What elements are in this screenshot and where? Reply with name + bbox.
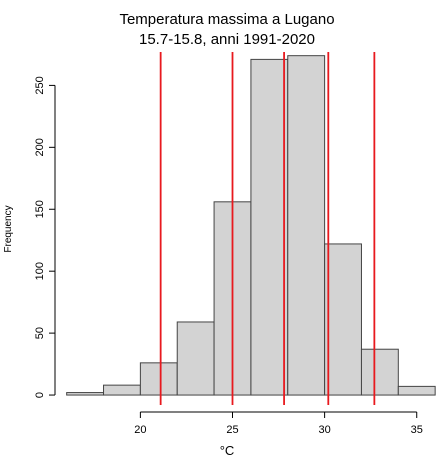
histogram-bar-1 [103, 384, 141, 396]
y-tick-label-2: 100 [34, 262, 46, 280]
y-tick-label-5: 250 [34, 76, 46, 94]
histogram-bar-5 [250, 58, 289, 396]
histogram-bar-0 [66, 392, 105, 396]
y-tick-label-4: 200 [34, 138, 46, 156]
histogram-bar-9 [397, 385, 436, 396]
histogram-bars [66, 55, 436, 396]
y-tick-label-1: 50 [34, 327, 46, 339]
histogram-bar-3 [176, 321, 215, 396]
chart-title-line-1: Temperatura massima a Lugano [119, 11, 334, 28]
histogram-bar-6 [287, 55, 326, 396]
y-tick-label-3: 150 [34, 200, 46, 218]
y-axis: 0 50 100 150 200 250 [34, 76, 56, 398]
x-axis: 20 25 30 35 [134, 411, 423, 436]
reference-lines [159, 52, 376, 405]
histogram-bar-8 [360, 348, 399, 396]
y-axis-label: Frequency [3, 205, 14, 252]
chart-title-line-2: 15.7-15.8, anni 1991-2020 [139, 31, 315, 48]
x-axis-label: °C [220, 443, 235, 458]
x-tick-label-1: 25 [226, 424, 238, 436]
x-tick-label-3: 35 [411, 424, 423, 436]
x-tick-label-0: 20 [134, 424, 146, 436]
x-tick-label-2: 30 [318, 424, 330, 436]
histogram-bar-7 [324, 243, 362, 396]
y-tick-label-0: 0 [34, 392, 46, 398]
histogram-bar-2 [139, 362, 178, 396]
